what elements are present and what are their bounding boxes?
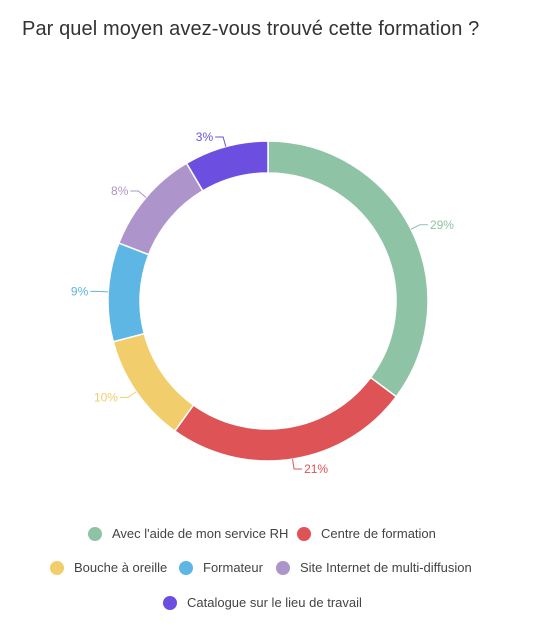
slice-label-1: 21%: [304, 462, 328, 476]
leader-line-3: [90, 290, 109, 293]
slice-4[interactable]: [117, 162, 204, 256]
legend-label: Avec l'aide de mon service RH: [112, 526, 289, 541]
chart-title: Par quel moyen avez-vous trouvé cette fo…: [22, 18, 480, 40]
leader-line-1: [292, 459, 303, 470]
legend-label: Centre de formation: [321, 526, 436, 541]
legend-swatch: [297, 526, 311, 541]
slice-label-2: 10%: [94, 390, 118, 404]
donut-slices: [107, 140, 429, 462]
legend-swatch: [163, 595, 177, 610]
legend-label: Catalogue sur le lieu de travail: [187, 595, 362, 610]
legend-item-3[interactable]: Formateur: [179, 560, 263, 575]
legend-item-2[interactable]: Bouche à oreille: [50, 560, 167, 575]
leader-line-4: [130, 190, 147, 198]
legend-item-5[interactable]: Catalogue sur le lieu de travail: [163, 595, 362, 610]
legend-label: Bouche à oreille: [74, 560, 168, 575]
slice-5[interactable]: [185, 140, 269, 192]
legend-label: Site Internet de multi-diffusion: [300, 560, 472, 575]
slice-0[interactable]: [267, 140, 429, 398]
slice-3[interactable]: [107, 242, 150, 343]
slice-2[interactable]: [112, 332, 195, 433]
slice-labels: 29% 21% 10% 9% 8% 3%: [71, 130, 454, 476]
slice-label-5: 3%: [196, 130, 214, 144]
legend-swatch: [50, 560, 64, 575]
slice-label-3: 9%: [71, 284, 89, 298]
legend-item-1[interactable]: Centre de formation: [297, 526, 436, 541]
legend-item-4[interactable]: Site Internet de multi-diffusion: [276, 560, 472, 575]
leader-line-2: [119, 391, 137, 398]
legend-swatch: [276, 560, 290, 575]
slice-label-4: 8%: [111, 184, 129, 198]
legend-item-0[interactable]: Avec l'aide de mon service RH: [88, 526, 288, 541]
slice-label-0: 29%: [430, 218, 454, 232]
leader-line-5: [215, 136, 227, 147]
legend-label: Formateur: [203, 560, 263, 575]
slice-1[interactable]: [173, 376, 398, 462]
legend-swatch: [179, 560, 193, 575]
legend-swatch: [88, 526, 102, 541]
leader-line-0: [410, 224, 428, 230]
